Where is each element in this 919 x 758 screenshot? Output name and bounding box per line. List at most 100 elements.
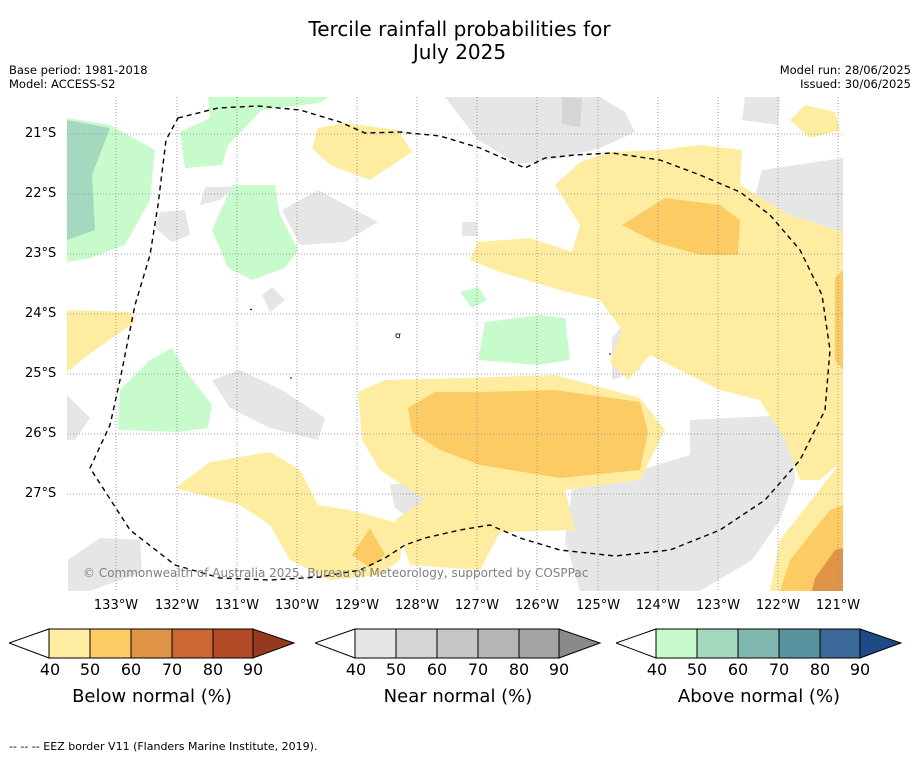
lon-label: 121°W	[815, 598, 861, 613]
near-normal-area	[155, 210, 190, 242]
colorbar-tick: 70	[467, 660, 489, 679]
model-run: Model run: 28/06/2025	[779, 63, 911, 77]
meta-right: Model run: 28/06/2025 Issued: 30/06/2025	[780, 63, 911, 91]
colorbar-segment	[49, 629, 90, 658]
colorbar-tick: 50	[385, 660, 407, 679]
lon-label: 125°W	[575, 598, 621, 613]
eez-footnote: -- -- -- EEZ border V11 (Flanders Marine…	[9, 740, 318, 753]
colorbar-tick: 50	[79, 660, 101, 679]
colorbar-segment	[478, 629, 519, 658]
colorbar-under-triangle	[9, 628, 50, 659]
colorbar-segment	[519, 629, 559, 658]
colorbar-segment	[820, 629, 860, 658]
near-normal-area	[562, 97, 582, 127]
colorbar-under-triangle	[315, 628, 356, 659]
lon-label: 123°W	[695, 598, 741, 613]
colorbar-segment	[697, 629, 738, 658]
meta-left: Base period: 1981-2018 Model: ACCESS-S2	[9, 63, 148, 91]
colorbar-tick: 80	[202, 660, 224, 679]
colorbar-over-triangle	[859, 628, 903, 659]
colorbar-tick: 40	[646, 660, 668, 679]
below-normal-area	[408, 390, 648, 478]
above-normal-area	[478, 315, 570, 365]
colorbar-segment	[355, 629, 396, 658]
lon-label: 127°W	[454, 598, 500, 613]
gridlines	[67, 97, 843, 591]
colorbar-tick: 90	[242, 660, 264, 679]
below-normal-area	[352, 528, 385, 568]
colorbar-tick: 60	[727, 660, 749, 679]
model-name: Model: ACCESS-S2	[9, 77, 116, 91]
above-normal-area	[460, 287, 487, 308]
title-line-1: Tercile rainfall probabilities for	[308, 17, 611, 41]
near-normal-area	[462, 222, 478, 236]
lon-label: 132°W	[154, 598, 200, 613]
colorbar-tick: 60	[426, 660, 448, 679]
colorbar-tick: 40	[345, 660, 367, 679]
island-mark	[395, 333, 401, 339]
probability-map	[67, 97, 843, 591]
lon-label: 126°W	[514, 598, 560, 613]
colorbar-title: Below normal (%)	[72, 686, 232, 707]
near-normal-area	[67, 395, 90, 440]
colorbar-title: Above normal (%)	[677, 686, 841, 707]
lat-label: 22°S	[25, 186, 57, 201]
colorbar-over-triangle	[558, 628, 602, 659]
lon-label: 131°W	[214, 598, 260, 613]
colorbar-tick: 90	[548, 660, 570, 679]
below-normal-area	[835, 270, 843, 370]
colorbar-segment	[738, 629, 779, 658]
above-normal-area	[67, 120, 110, 240]
below-normal-area	[312, 123, 412, 180]
colorbar-segment	[656, 629, 697, 658]
colorbar-tick: 80	[508, 660, 530, 679]
near-normal-area	[282, 190, 378, 245]
colorbar-under-triangle	[616, 628, 657, 659]
colorbar-tick: 70	[161, 660, 183, 679]
copyright-notice: © Commonwealth of Australia 2025, Bureau…	[83, 566, 589, 580]
colorbar-below-normal	[9, 628, 296, 659]
lat-label: 23°S	[25, 246, 57, 261]
lon-label: 128°W	[394, 598, 440, 613]
lat-label: 21°S	[25, 126, 57, 141]
lon-label: 124°W	[635, 598, 681, 613]
colorbar-segment	[131, 629, 172, 658]
near-normal-area	[262, 287, 285, 312]
colorbar-tick: 50	[686, 660, 708, 679]
lat-label: 25°S	[25, 366, 57, 381]
lat-label: 24°S	[25, 306, 57, 321]
colorbar-over-triangle	[252, 628, 296, 659]
lat-label: 26°S	[25, 426, 57, 441]
above-normal-area	[118, 348, 212, 432]
below-normal-area	[67, 310, 135, 372]
lat-label: 27°S	[25, 486, 57, 501]
colorbar-segment	[437, 629, 478, 658]
above-normal-area	[212, 185, 298, 280]
colorbar-segment	[396, 629, 437, 658]
colorbar-tick: 90	[849, 660, 871, 679]
below-normal-area	[790, 105, 840, 138]
near-normal-area	[68, 538, 142, 591]
near-normal-area	[565, 415, 795, 591]
colorbar-segment	[172, 629, 213, 658]
colorbar-title: Near normal (%)	[383, 686, 533, 707]
colorbar-above-normal	[616, 628, 903, 659]
above-normal-area	[180, 97, 328, 168]
island-mark	[249, 308, 253, 311]
lon-label: 130°W	[274, 598, 320, 613]
colorbar-segment	[779, 629, 820, 658]
near-normal-area	[445, 97, 635, 164]
map-title: Tercile rainfall probabilities for July …	[0, 18, 919, 64]
lon-label: 129°W	[334, 598, 380, 613]
title-line-2: July 2025	[412, 40, 507, 64]
near-normal-area	[200, 187, 235, 205]
below-normal-area	[812, 548, 843, 591]
near-normal-area	[212, 370, 325, 440]
issued-date: Issued: 30/06/2025	[800, 77, 911, 91]
base-period: Base period: 1981-2018	[9, 63, 148, 77]
colorbar-tick: 80	[809, 660, 831, 679]
colorbar-segment	[213, 629, 253, 658]
colorbar-tick: 60	[120, 660, 142, 679]
colorbar-tick: 40	[39, 660, 61, 679]
lon-label: 133°W	[93, 598, 139, 613]
